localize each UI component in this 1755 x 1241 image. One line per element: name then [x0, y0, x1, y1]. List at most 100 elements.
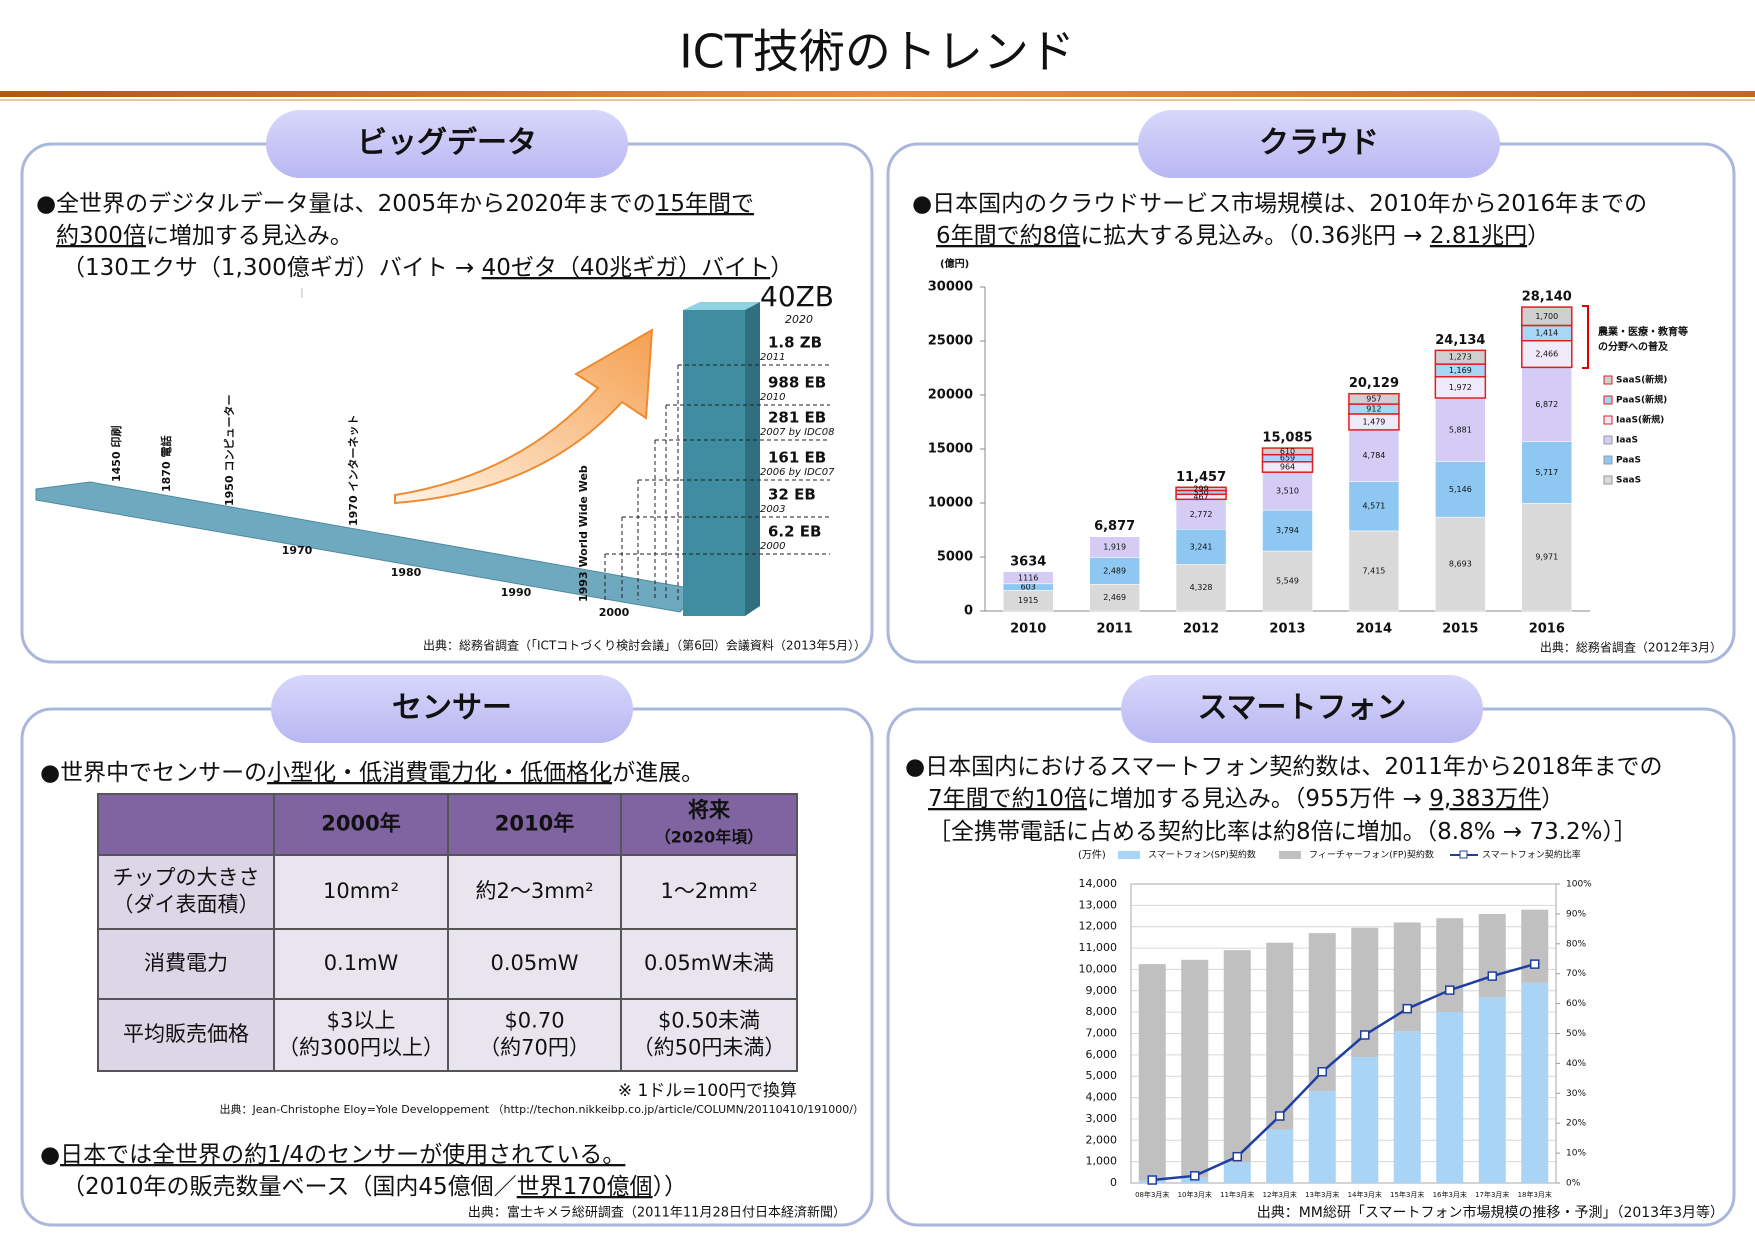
ratio-marker	[1530, 959, 1540, 969]
x-tick-label: 11年3月末	[1220, 1190, 1254, 1199]
level-note: 2003	[760, 504, 785, 515]
text-line: 7年間で約10倍に増加する見込み。（955万件 → 9,383万件）	[928, 786, 1564, 812]
annotation: 農業・医療・教育等	[1598, 325, 1688, 338]
y2-tick-label: 0%	[1566, 1179, 1581, 1189]
text-segment: ）	[1527, 223, 1550, 249]
segment-label: 350	[1193, 488, 1208, 497]
bar-segment	[1348, 481, 1400, 532]
table-cell	[447, 854, 622, 930]
bar-segment	[1261, 447, 1314, 456]
text-segment: ［全携帯電話に占める契約比率は約8倍に増加。（8.8% → 73.2%）］	[928, 819, 1637, 845]
y-tick-label: 7,000	[1086, 1027, 1118, 1040]
level-note: 2010	[760, 392, 785, 403]
y-tick-label: 14,000	[1079, 877, 1118, 890]
event-label: 1450 印刷	[110, 426, 123, 482]
level-amount: 40ZB	[760, 280, 834, 313]
bar-segment	[1175, 564, 1227, 612]
text-segment: 9,383万件	[1429, 786, 1541, 812]
level-amount: 161 EB	[768, 449, 826, 467]
legend-swatch	[1603, 415, 1613, 425]
bar-segment	[1175, 486, 1227, 492]
heading-pill	[1121, 675, 1483, 743]
bracket	[1582, 305, 1589, 369]
text-segment: ●日本国内のクラウドサービス市場規模は、2010年から2016年までの	[912, 191, 1647, 217]
level-amount: 1.8 ZB	[768, 334, 822, 352]
year-label: 2000	[599, 606, 630, 619]
y2-tick-label: 10%	[1566, 1149, 1586, 1159]
source: 出典：Jean-Christophe Eloy=Yole Developpeme…	[220, 1102, 864, 1116]
cell-text: 将来	[688, 798, 731, 822]
x-tick-label: 16年3月末	[1433, 1190, 1467, 1199]
legend-label: スマートフォン(SP)契約数	[1148, 849, 1256, 861]
x-tick-label: 15年3月末	[1390, 1190, 1424, 1199]
segment-label: 4,784	[1362, 451, 1385, 460]
segment-label: 1915	[1018, 596, 1038, 605]
level-note: 2020	[785, 313, 813, 326]
ratio-marker	[1317, 1067, 1327, 1077]
total-label: 11,457	[1176, 470, 1226, 485]
source: 出典：総務省調査（2012年3月）	[1540, 641, 1722, 655]
bar-segment	[1262, 509, 1313, 552]
x-tick-label: 2011	[1097, 622, 1133, 637]
segment-label: 1,273	[1449, 353, 1472, 362]
bar-segment	[1478, 997, 1506, 1183]
segment-label: 6,872	[1535, 400, 1558, 409]
axis-unit: (万件)	[1078, 849, 1106, 861]
y2-tick-label: 20%	[1566, 1119, 1586, 1129]
text-line: ●日本国内のクラウドサービス市場規模は、2010年から2016年までの	[912, 191, 1647, 217]
total-label: 28,140	[1522, 290, 1572, 305]
segment-label: 5,146	[1449, 485, 1472, 494]
event-label: 1993 World Wide Web	[577, 465, 590, 602]
bar-segment	[1436, 1012, 1464, 1183]
legend-swatch	[1279, 851, 1301, 859]
legend-label: PaaS	[1616, 456, 1641, 466]
bar-segment	[1181, 959, 1209, 1178]
panel-heading: ビッグデータ	[357, 126, 537, 161]
bar-segment	[1089, 536, 1140, 558]
text-segment: 日本では全世界の約1/4のセンサーが使用されている。	[60, 1142, 625, 1168]
text-segment: 世界170億個	[517, 1174, 653, 1200]
segment-label: 659	[1280, 454, 1295, 463]
segment-label: 2,772	[1190, 510, 1213, 519]
growth-arrow	[394, 328, 654, 505]
segment-label: 9,971	[1535, 553, 1558, 562]
x-tick-label: 2015	[1442, 622, 1478, 637]
panel-heading: クラウド	[1259, 126, 1379, 161]
table-cell	[447, 928, 622, 1000]
level-note: 2011	[760, 352, 785, 363]
ratio-marker	[1402, 1003, 1412, 1014]
annotation: の分野への普及	[1598, 340, 1669, 353]
legend-label: IaaS	[1616, 436, 1638, 446]
bar-segment	[1266, 942, 1294, 1130]
y-tick-label: 10,000	[1079, 962, 1118, 975]
source: 出典：富士キメラ総研調査（2011年11月28日付日本経済新聞）	[468, 1205, 846, 1221]
segment-label: 2,489	[1103, 566, 1126, 575]
bar-segment	[1521, 339, 1573, 369]
bar-segment	[1521, 306, 1573, 327]
x-tick-label: 2016	[1529, 622, 1565, 637]
cell-text: チップの大きさ	[113, 866, 260, 890]
cell-text: 10mm²	[323, 879, 399, 903]
ratio-marker	[1232, 1151, 1242, 1162]
segment-label: 3,510	[1276, 487, 1299, 496]
source: 出典：MM総研「スマートフォン市場規模の推移・予測」（2013年3月等）	[1257, 1204, 1724, 1221]
text-segment: が進展。	[612, 760, 704, 786]
y-tick-label: 12,000	[1079, 920, 1118, 933]
table-cell	[620, 793, 798, 856]
text-segment: （130エクサ（1,300億ギガ）バイト →	[62, 255, 482, 281]
cell-text: 1～2mm²	[660, 879, 757, 903]
bar-segment	[1521, 367, 1573, 442]
segment-label: 1,972	[1449, 383, 1472, 392]
segment-label: 2,466	[1535, 350, 1558, 359]
table-cell	[447, 793, 622, 856]
panel-heading: スマートフォン	[1197, 691, 1406, 726]
heading-pill	[271, 675, 633, 743]
bar-segment	[1002, 571, 1054, 585]
segment-label: 299	[1193, 484, 1208, 493]
text-line: （2010年の販売数量ベース（国内45億個／世界170億個））	[62, 1174, 687, 1200]
cell-text: 消費電力	[144, 951, 228, 975]
text-segment: に増加する見込み。（955万件 →	[1087, 786, 1429, 812]
bar-segment	[1223, 1162, 1251, 1183]
y2-tick-label: 80%	[1566, 939, 1586, 949]
